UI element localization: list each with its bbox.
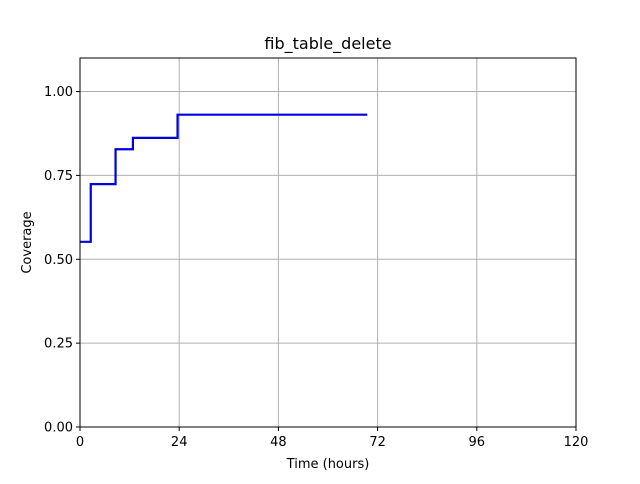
y-tick-label: 0.75 bbox=[44, 169, 73, 184]
x-tick-label: 120 bbox=[564, 435, 589, 450]
x-tick-label: 24 bbox=[171, 435, 188, 450]
chart-title: fib_table_delete bbox=[264, 34, 391, 54]
x-tick-label: 72 bbox=[369, 435, 386, 450]
y-tick-label: 0.25 bbox=[44, 337, 73, 352]
x-axis-label: Time (hours) bbox=[286, 457, 370, 472]
x-tick-label: 96 bbox=[469, 435, 486, 450]
coverage-series-line bbox=[80, 113, 368, 243]
y-tick-label: 0.00 bbox=[44, 421, 73, 436]
y-tick-label: 0.50 bbox=[44, 253, 73, 268]
y-tick-label: 1.00 bbox=[44, 85, 73, 100]
x-tick-label: 0 bbox=[76, 435, 84, 450]
x-tick-label: 48 bbox=[270, 435, 287, 450]
plot-area-frame bbox=[79, 57, 577, 428]
y-axis-label: Coverage bbox=[20, 211, 35, 273]
series-layer bbox=[80, 113, 368, 243]
axis-ticks: 0 24 48 72 96 120 0.00 0.25 0.50 0.75 1.00 bbox=[44, 85, 588, 450]
